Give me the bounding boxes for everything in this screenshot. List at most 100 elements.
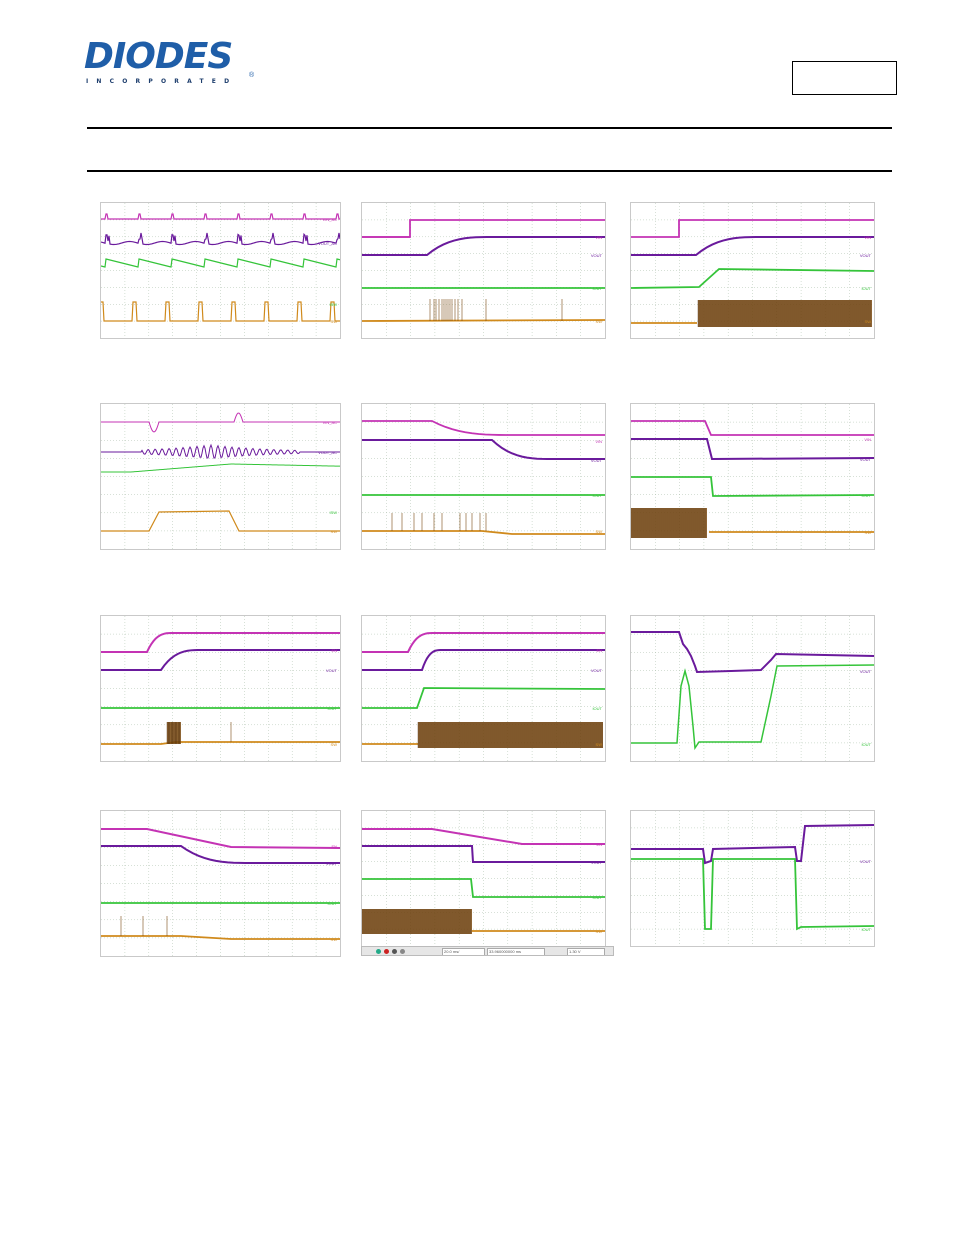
scope-screen: VIN VOUT IOUT SW bbox=[362, 404, 605, 549]
channel-label: VOUT bbox=[860, 457, 872, 462]
scope-enable-off-no-load: EN VOUT IOUT SW bbox=[100, 810, 341, 957]
scope-enable-on-no-load: EN VOUT IOUT SW bbox=[100, 615, 341, 762]
timebase-field[interactable]: 20.0 ms/ bbox=[442, 948, 485, 955]
channel-label: VOUT_AC bbox=[318, 241, 337, 246]
logo-registered-mark: ® bbox=[249, 72, 255, 79]
channel-label: SW bbox=[596, 929, 603, 934]
scope-screen: VOUT IOUT bbox=[631, 616, 874, 761]
trace-iout bbox=[631, 268, 874, 289]
scope-screen: VIN VOUT IOUT SW bbox=[631, 404, 874, 549]
channel-label: IOUT bbox=[861, 493, 871, 498]
channel-label: VOUT bbox=[860, 669, 872, 674]
sw-switching bbox=[697, 300, 872, 327]
trace-vin bbox=[362, 219, 605, 238]
scope-ac-ripple: VIN_AC VOUT_AC ISW SW bbox=[100, 202, 341, 339]
channel-label: SW bbox=[331, 937, 338, 942]
document-code-box bbox=[792, 61, 897, 95]
channel-label: VIN bbox=[864, 235, 871, 240]
channel-label: VOUT bbox=[860, 253, 872, 258]
trace-en bbox=[362, 828, 605, 845]
scope-screen: EN VOUT IOUT SW bbox=[362, 616, 605, 761]
trigger-level-field[interactable]: 1.30 V bbox=[567, 948, 605, 955]
grid bbox=[631, 616, 874, 761]
scope-short-circuit: VOUT IOUT bbox=[630, 810, 875, 947]
scope-load-ripple: VIN_AC VOUT_AC ISW SW bbox=[100, 403, 341, 550]
scope-line-transient-no-load: VIN VOUT IOUT SW bbox=[361, 202, 606, 339]
single-icon[interactable] bbox=[392, 949, 397, 954]
channel-label: IOUT bbox=[861, 927, 871, 932]
channel-label: IOUT bbox=[327, 901, 337, 906]
channel-label: VOUT bbox=[591, 860, 603, 865]
trace-vout-ac bbox=[101, 443, 340, 459]
scope-screen: VIN_AC VOUT_AC ISW SW bbox=[101, 203, 340, 338]
trace-switch bbox=[101, 301, 340, 322]
channel-label: IOUT bbox=[592, 895, 602, 900]
scope-line-transient-load: VIN VOUT IOUT SW bbox=[630, 202, 875, 339]
run-icon[interactable] bbox=[376, 949, 381, 954]
channel-label: VIN_AC bbox=[323, 420, 338, 425]
trace-vin bbox=[631, 219, 874, 238]
scope-enable-on-load: EN VOUT IOUT SW bbox=[361, 615, 606, 762]
diodes-logo: DIODES INCORPORATED ® bbox=[84, 36, 255, 86]
trace-switch bbox=[101, 510, 340, 532]
scope-screen: EN VOUT IOUT SW bbox=[362, 811, 605, 946]
stop-icon[interactable] bbox=[384, 949, 389, 954]
trace-inductor-current bbox=[101, 463, 340, 473]
trace-vout bbox=[631, 631, 874, 674]
channel-label: SW bbox=[865, 530, 872, 535]
grid bbox=[101, 616, 340, 761]
channel-label: IOUT bbox=[861, 286, 871, 291]
trace-iout bbox=[362, 878, 605, 898]
channel-label: EN bbox=[331, 648, 337, 653]
grid bbox=[101, 404, 340, 549]
channel-label: EN bbox=[596, 648, 602, 653]
channel-label: IOUT bbox=[592, 706, 602, 711]
channel-label: EN bbox=[596, 842, 602, 847]
trace-en bbox=[101, 828, 340, 849]
trace-vout bbox=[631, 236, 874, 256]
channel-label: IOUT bbox=[592, 493, 602, 498]
sw-switching bbox=[362, 909, 472, 934]
trace-en bbox=[101, 632, 340, 653]
trace-en bbox=[362, 632, 605, 653]
channel-label: VOUT bbox=[860, 859, 872, 864]
delay-field[interactable]: 33.960000000 ms bbox=[487, 948, 545, 955]
sw-spikes bbox=[391, 513, 487, 531]
scope-power-down-load: VIN VOUT IOUT SW bbox=[630, 403, 875, 550]
trace-vout bbox=[362, 236, 605, 256]
scope-screen: VOUT IOUT bbox=[631, 811, 874, 946]
trace-iout bbox=[631, 858, 874, 931]
scope-enable-off-load: EN VOUT IOUT SW bbox=[361, 810, 606, 947]
grid bbox=[362, 404, 605, 549]
title-rule-top bbox=[87, 127, 892, 129]
trace-vin-ac bbox=[101, 213, 340, 220]
channel-label: VIN bbox=[864, 437, 871, 442]
channel-label: VIN bbox=[595, 235, 602, 240]
trace-iout bbox=[362, 687, 605, 709]
trace-sw bbox=[101, 935, 340, 940]
trace-iout bbox=[631, 476, 874, 497]
sw-switching bbox=[631, 508, 707, 538]
channel-label: SW bbox=[331, 742, 338, 747]
channel-label: VIN_AC bbox=[323, 217, 338, 222]
auto-icon[interactable] bbox=[400, 949, 405, 954]
channel-label: VOUT bbox=[326, 668, 338, 673]
scope-screen: VIN_AC VOUT_AC ISW SW bbox=[101, 404, 340, 549]
channel-label: VOUT bbox=[591, 458, 603, 463]
channel-label: SW bbox=[596, 529, 603, 534]
grid bbox=[362, 203, 605, 338]
scope-screen: VIN VOUT IOUT SW bbox=[362, 203, 605, 338]
sw-spikes bbox=[120, 916, 168, 936]
channel-label: IOUT bbox=[327, 706, 337, 711]
trace-vout bbox=[362, 845, 605, 863]
logo-subtext: INCORPORATED bbox=[86, 78, 238, 85]
trace-vin-ac bbox=[101, 412, 340, 433]
channel-label: ISW bbox=[329, 510, 337, 515]
grid bbox=[101, 811, 340, 956]
trace-vin bbox=[362, 420, 605, 436]
channel-label: EN bbox=[331, 844, 337, 849]
trace-sw bbox=[362, 319, 605, 322]
trace-iout bbox=[631, 664, 874, 751]
scope-screen: EN VOUT IOUT SW bbox=[101, 616, 340, 761]
trace-inductor-current bbox=[101, 258, 340, 268]
